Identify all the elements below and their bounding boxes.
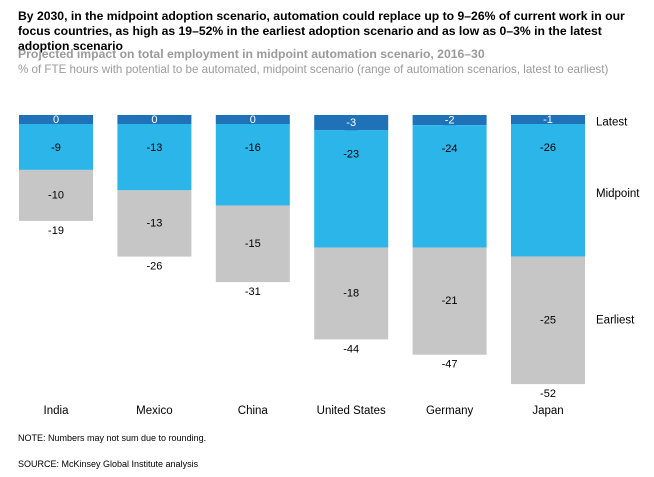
latest-label-box-japan (541, 115, 555, 124)
category-label-germany: Germany (426, 405, 474, 417)
latest-label-box-germany (443, 115, 457, 126)
latest-label-box-india (49, 115, 63, 124)
total-label-india: -19 (48, 225, 64, 237)
bar-china-earliest (215, 205, 290, 283)
earliest-label-germany: -21 (442, 295, 458, 307)
earliest-label-mexico: -13 (146, 217, 162, 229)
earliest-label-japan: -25 (540, 314, 556, 326)
bar-mexico-midpoint (117, 124, 192, 191)
latest-label-china: 0 (250, 114, 256, 126)
bar-united-states-earliest (314, 247, 389, 340)
midpoint-label-india: -9 (51, 142, 61, 154)
labels-group: 0 -9 -10 -19 India 0 -13 -13 -26 Mexico 0 -16 -15 -31… (44, 114, 564, 417)
midpoint-label-germany: -24 (442, 143, 458, 155)
bar-germany-midpoint (412, 125, 487, 248)
category-label-united-states: United States (317, 405, 386, 417)
earliest-label-united-states: -18 (343, 288, 359, 300)
bar-japan-earliest (511, 256, 585, 385)
legend-midpoint: Midpoint (596, 188, 640, 200)
latest-label-box-united-states (344, 115, 358, 131)
earliest-label-china: -15 (245, 238, 261, 250)
bar-india-midpoint (19, 124, 93, 170)
bar-united-states-midpoint (314, 130, 389, 248)
latest-label-mexico: 0 (151, 114, 157, 126)
bar-india-earliest (19, 169, 93, 221)
total-label-germany: -47 (442, 359, 458, 371)
latest-label-india: 0 (53, 114, 59, 126)
category-label-india: India (44, 405, 70, 417)
category-label-china: China (238, 405, 269, 417)
latest-label-box-mexico (147, 115, 161, 124)
midpoint-label-china: -16 (245, 142, 261, 154)
bar-japan-midpoint (511, 124, 585, 257)
bar-mexico-earliest (117, 190, 192, 257)
total-label-japan: -52 (540, 388, 556, 400)
legend-group: Latest Midpoint Earliest (596, 117, 640, 327)
footnote: NOTE: Numbers may not sum due to roundin… (18, 433, 207, 443)
latest-label-united-states: -3 (346, 117, 356, 129)
chart-subtitle: Projected impact on total employment in … (18, 47, 485, 61)
midpoint-label-mexico: -13 (146, 142, 162, 154)
latest-label-box-china (246, 115, 260, 124)
total-label-mexico: -26 (146, 261, 162, 273)
chart-title: By 2030, in the midpoint adoption scenar… (18, 9, 625, 53)
midpoint-label-japan: -26 (540, 142, 556, 154)
source-note: SOURCE: McKinsey Global Institute analys… (18, 459, 199, 469)
total-label-china: -31 (245, 286, 261, 298)
chart-unit-description: % of FTE hours with potential to be auto… (18, 63, 609, 76)
total-label-united-states: -44 (343, 343, 359, 355)
earliest-label-india: -10 (48, 189, 64, 201)
latest-label-germany: -2 (445, 115, 455, 127)
category-label-mexico: Mexico (136, 405, 172, 417)
latest-label-japan: -1 (543, 114, 553, 126)
midpoint-label-united-states: -23 (343, 148, 359, 160)
bar-china-midpoint (215, 124, 290, 206)
bars-group (19, 115, 585, 385)
legend-earliest: Earliest (596, 314, 635, 326)
bar-germany-earliest (412, 247, 487, 355)
legend-latest: Latest (596, 117, 628, 129)
category-label-japan: Japan (532, 405, 563, 417)
